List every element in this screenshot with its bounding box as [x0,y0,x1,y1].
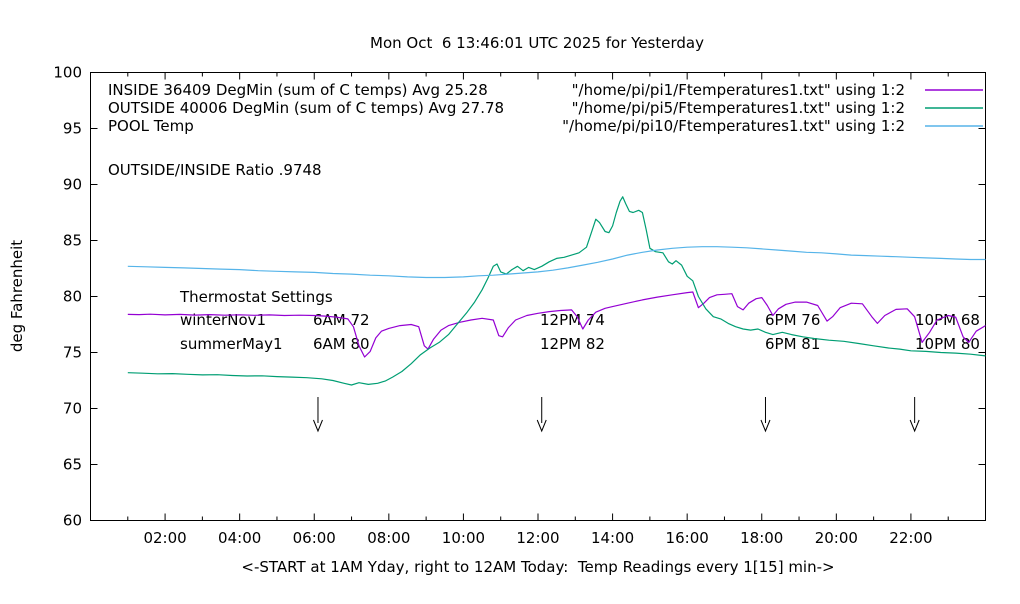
series-line-inside [127,291,986,358]
y-tick-label: 85 [63,232,82,250]
legend: INSIDE 36409 DegMin (sum of C temps) Avg… [108,81,983,135]
y-tick-label: 60 [63,512,82,530]
x-tick-label: 04:00 [218,529,261,547]
legend-source-inside: "/home/pi/pi1/Ftemperatures1.txt" using … [572,81,905,99]
thermostat-summer-12pm: 12PM 82 [540,335,605,353]
x-tick-label: 10:00 [442,529,485,547]
y-tick-label: 75 [63,344,82,362]
x-tick-label: 12:00 [516,529,559,547]
thermostat-summer-10pm: 10PM 80 [915,335,980,353]
ratio-annotation: OUTSIDE/INSIDE Ratio .9748 [108,161,322,179]
thermostat-summer-6pm: 6PM 81 [765,335,820,353]
down-arrow-head [909,419,920,433]
chart-title: Mon Oct 6 13:46:01 UTC 2025 for Yesterda… [370,34,704,52]
series-line-pool [127,246,986,279]
thermostat-header: Thermostat Settings [179,288,333,306]
y-tick-label: 90 [63,176,82,194]
thermostat-summer-label: summerMay1 [180,335,283,353]
x-tick-label: 16:00 [666,529,709,547]
x-tick-label: 14:00 [591,529,634,547]
thermostat-summer-6am: 6AM 80 [313,335,370,353]
y-tick-label: 80 [63,288,82,306]
legend-label-inside: INSIDE 36409 DegMin (sum of C temps) Avg… [108,81,488,99]
legend-label-pool: POOL Temp [108,117,194,135]
legend-source-outside: "/home/pi/pi5/Ftemperatures1.txt" using … [572,99,905,117]
legend-source-pool: "/home/pi/pi10/Ftemperatures1.txt" using… [562,117,905,135]
y-tick-label: 65 [63,456,82,474]
y-tick-label: 70 [63,400,82,418]
x-tick-label: 22:00 [889,529,932,547]
thermostat-winter-6am: 6AM 72 [313,311,370,329]
y-tick-label: 95 [63,120,82,138]
y-axis-label: deg Fahrenheit [8,240,26,352]
legend-label-outside: OUTSIDE 40006 DegMin (sum of C temps) Av… [108,99,504,117]
thermostat-winter-12pm: 12PM 74 [540,311,605,329]
down-arrow-head [760,419,771,433]
x-axis-label: <-START at 1AM Yday, right to 12AM Today… [241,558,834,576]
thermostat-winter-10pm: 10PM 68 [915,311,980,329]
x-tick-label: 20:00 [815,529,858,547]
x-tick-label: 08:00 [367,529,410,547]
generated-plot-content: 02:00 04:00 06:00 08:00 10:00 12:00 14:00 16:00… [53,64,986,547]
x-tick-label: 18:00 [740,529,783,547]
y-tick-label: 100 [53,64,82,82]
thermostat-settings: Thermostat Settings winterNov1 6AM 72 12… [179,288,980,353]
down-arrow-head [536,419,547,433]
thermostat-winter-label: winterNov1 [180,311,266,329]
x-tick-label: 06:00 [293,529,336,547]
x-tick-label: 02:00 [143,529,186,547]
down-arrow-head [313,419,323,433]
thermostat-winter-6pm: 6PM 76 [765,311,820,329]
series-line-outside [127,196,986,386]
